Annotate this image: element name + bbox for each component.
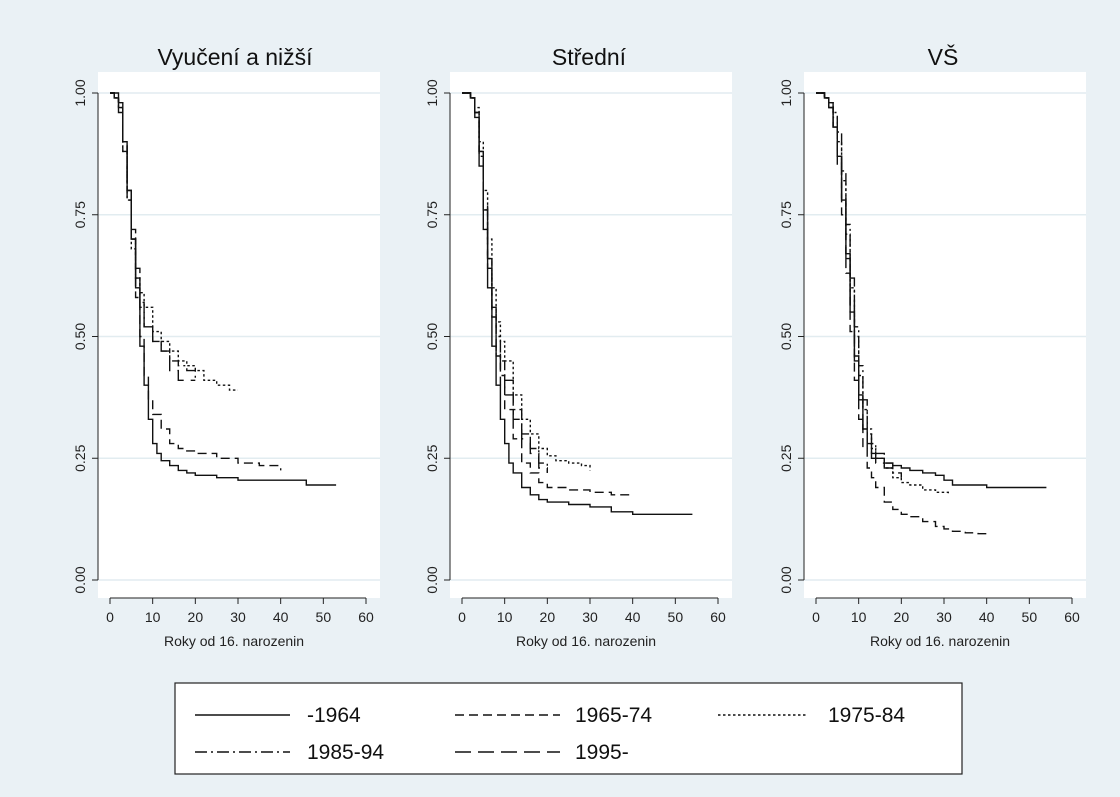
chart-panel-1: Vyučení a nižší 0.00 0.25 0.50 0.75 1.00 0 10 20… [72,44,380,649]
series-line [816,92,991,535]
chart-panel-2: Střední 0.00 0.25 0.50 0.75 1.00 0 10 20 30 40 50 60… [424,44,732,649]
x-tick-label: 60 [710,609,726,625]
x-tick-label: 30 [230,609,246,625]
legend-label: 1985-94 [307,741,384,764]
legend-box [174,682,963,775]
y-tick-label: 0.25 [72,444,88,471]
y-tick-label: 0.50 [72,323,88,350]
x-axis-title: Roky od 16. narozenin [516,633,656,649]
series-line [816,92,902,478]
x-tick-label: 50 [316,609,332,625]
series-line [110,92,196,381]
x-tick-label: 0 [812,609,820,625]
series-line [462,92,693,515]
series-line [110,92,282,471]
x-tick-label: 40 [273,609,289,625]
x-tick-label: 40 [979,609,995,625]
x-tick-label: 10 [145,609,161,625]
plot-area [804,72,1086,598]
x-tick-label: 60 [358,609,374,625]
x-tick-label: 50 [1022,609,1038,625]
series-line [816,92,894,473]
panel-title: Vyučení a nižší [157,44,313,70]
x-tick-label: 60 [1064,609,1080,625]
y-tick-label: 0.50 [424,323,440,350]
legend: -1964 1965-74 1975-84 1985-94 1995- [174,682,963,775]
x-tick-label: 30 [936,609,952,625]
y-tick-label: 0.75 [778,201,794,228]
series-line [462,92,548,473]
x-tick-label: 40 [625,609,641,625]
x-tick-label: 20 [188,609,204,625]
y-tick-label: 1.00 [72,79,88,106]
x-tick-label: 10 [851,609,867,625]
legend-label: 1995- [575,741,629,764]
y-tick-label: 0.75 [72,201,88,228]
x-tick-label: 50 [668,609,684,625]
x-tick-label: 30 [582,609,598,625]
legend-label: 1965-74 [575,704,652,727]
y-tick-label: 0.25 [778,444,794,471]
x-tick-label: 20 [894,609,910,625]
y-tick-label: 0.00 [72,566,88,593]
y-tick-label: 1.00 [778,79,794,106]
plot-area [98,72,380,598]
legend-label: -1964 [307,704,361,727]
plot-area [450,72,732,598]
x-axis-title: Roky od 16. narozenin [164,633,304,649]
legend-label: 1975-84 [828,704,905,727]
y-tick-label: 0.75 [424,201,440,228]
y-tick-label: 0.00 [424,566,440,593]
series-line [110,92,196,381]
chart-panel-3: VŠ 0.00 0.25 0.50 0.75 1.00 0 10 20 30 40 50 60 Roky … [778,43,1086,649]
y-tick-label: 0.00 [778,566,794,593]
panel-title: Střední [552,44,627,70]
x-tick-label: 0 [458,609,466,625]
x-tick-label: 0 [106,609,114,625]
y-tick-label: 0.25 [424,444,440,471]
y-tick-label: 0.50 [778,323,794,350]
y-tick-label: 1.00 [424,79,440,106]
chart-panels: Vyučení a nižší 0.00 0.25 0.50 0.75 1.00 0 10 20… [72,43,1086,649]
x-axis-title: Roky od 16. narozenin [870,633,1010,649]
panel-title: VŠ [928,43,959,70]
x-tick-label: 20 [540,609,556,625]
x-tick-label: 10 [497,609,513,625]
